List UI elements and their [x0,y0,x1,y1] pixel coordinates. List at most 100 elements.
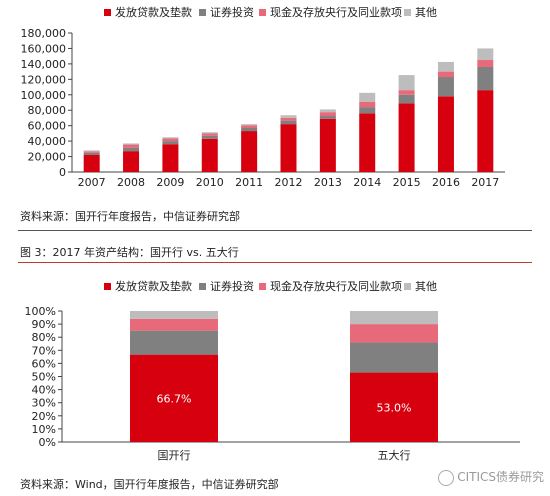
wechat-icon [438,469,455,486]
bar-2008-series-3 [123,143,140,145]
y-tick-label: 140,000 [21,58,67,71]
bar-2012-series-0 [280,124,297,172]
bar-2014-series-2 [359,101,376,108]
legend-swatch-3 [404,9,411,16]
bar-2008-series-0 [123,151,140,172]
y-tick-label: 160,000 [21,42,67,55]
y-tick-label: 60% [32,357,56,370]
y-tick-label: 0% [39,436,56,449]
bar-2015-series-3 [398,75,415,91]
legend-label-2: 现金及存放央行及同业款项 [270,5,402,19]
legend-swatch-0 [104,9,111,16]
x-tick-label: 2010 [196,176,224,189]
legend-swatch-0 [104,283,111,290]
bar-2009-series-2 [162,138,179,142]
y-tick-label: 180,000 [21,27,67,40]
bar-2009-series-0 [162,144,179,172]
bar-2017-series-1 [477,66,494,91]
bar-2015-series-0 [398,103,415,172]
figure-3-title: 图 3：2017 年资产结构：国开行 vs. 五大行 [20,246,239,259]
legend-label-1: 证券投资 [210,5,254,19]
x-tick-label: 2012 [275,176,303,189]
bar-2012-series-3 [280,115,297,118]
y-tick-label: 100% [25,305,56,318]
y-tick-label: 20% [32,410,56,423]
bar-2017-series-0 [477,90,494,172]
x-tick-label: 2013 [314,176,342,189]
bar-2007-series-3 [83,150,100,152]
legend-swatch-1 [199,283,206,290]
y-tick-label: 0 [59,166,66,179]
bar-2013-series-1 [319,116,336,119]
bar-2013-series-0 [319,118,336,172]
bar-2016-series-1 [437,77,454,97]
bar-2011-series-2 [241,125,258,128]
bar-2010-series-2 [201,133,218,136]
bar-2010-series-0 [201,138,218,172]
legend-label-1: 证券投资 [210,279,254,293]
bar-五大行-series-2 [350,324,438,343]
bar-国开行-series-2 [130,318,218,331]
bar-2013-series-2 [319,112,336,117]
x-tick-label: 2009 [156,176,184,189]
bar-2013-series-3 [319,109,336,113]
watermark: CITICS债券研究 [438,468,544,486]
bar-2016-series-0 [437,96,454,172]
bar-五大行-series-0 [350,372,438,442]
bar-2014-series-3 [359,92,376,102]
y-tick-label: 20,000 [28,151,67,164]
bar-2011-series-0 [241,131,258,172]
figure-title-rule [18,262,532,263]
bar-2014-series-0 [359,113,376,172]
x-tick-label: 2007 [78,176,106,189]
legend-swatch-1 [199,9,206,16]
bar-2011-series-3 [241,124,258,126]
bar-2010-series-1 [201,135,218,139]
y-tick-label: 10% [32,423,56,436]
bar-国开行-series-0 [130,354,218,442]
bar-2016-series-3 [437,61,454,72]
legend-swatch-3 [404,283,411,290]
y-tick-label: 60,000 [28,120,67,133]
divider-1 [18,230,532,231]
bar-2012-series-2 [280,117,297,121]
bar-2008-series-2 [123,144,140,148]
bar-2012-series-1 [280,120,297,125]
bar-2015-series-1 [398,94,415,104]
y-tick-label: 40% [32,384,56,397]
bar-2008-series-1 [123,147,140,152]
bar-五大行-series-1 [350,342,438,373]
data-label: 66.7% [157,392,192,405]
y-tick-label: 80% [32,331,56,344]
watermark-text: CITICS债券研究 [457,470,544,484]
bar-2007-series-0 [83,155,100,172]
bar-2015-series-2 [398,90,415,95]
legend-label-0: 发放贷款及垫款 [115,5,192,19]
x-tick-label: 国开行 [158,449,191,462]
bar-2017-series-2 [477,60,494,67]
legend-swatch-2 [259,283,266,290]
bar-2010-series-3 [201,132,218,134]
bar-2009-series-1 [162,141,179,145]
x-tick-label: 五大行 [378,448,411,462]
bar-国开行-series-3 [130,311,218,319]
legend-label-3: 其他 [415,280,437,293]
y-tick-label: 30% [32,397,56,410]
y-tick-label: 80,000 [28,104,67,117]
x-tick-label: 2016 [432,176,460,189]
legend-swatch-2 [259,9,266,16]
source-note-1: 资料来源：国开行年度报告，中信证券研究部 [20,210,240,223]
bar-国开行-series-1 [130,330,218,355]
x-tick-label: 2011 [235,176,263,189]
bar-2017-series-3 [477,48,494,61]
x-tick-label: 2017 [471,176,499,189]
data-label: 53.0% [377,401,412,414]
y-tick-label: 90% [32,318,56,331]
bar-2007-series-1 [83,152,100,156]
y-tick-label: 50% [32,371,56,384]
bar-五大行-series-3 [350,311,438,325]
legend-label-0: 发放贷款及垫款 [115,279,192,293]
bar-2011-series-1 [241,127,258,132]
y-tick-label: 70% [32,344,56,357]
y-tick-label: 120,000 [21,73,67,86]
